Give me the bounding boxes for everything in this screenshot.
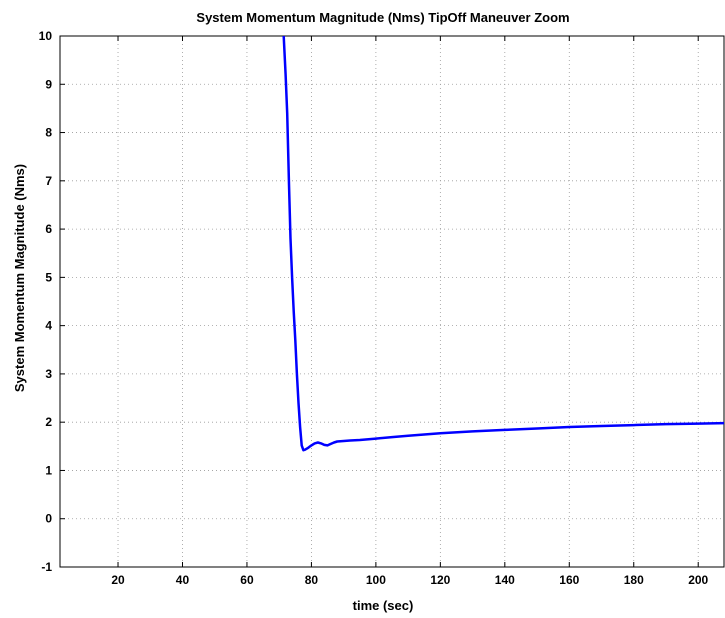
x-tick-label: 100 — [366, 573, 386, 587]
x-tick-label: 60 — [240, 573, 254, 587]
x-tick-label: 40 — [176, 573, 190, 587]
y-tick-label: 4 — [45, 319, 52, 333]
y-tick-label: 0 — [45, 512, 52, 526]
y-tick-label: 5 — [45, 270, 52, 284]
x-tick-label: 120 — [430, 573, 450, 587]
y-tick-label: 7 — [45, 174, 52, 188]
y-tick-label: 6 — [45, 222, 52, 236]
grid — [60, 36, 724, 567]
x-tick-label: 180 — [624, 573, 644, 587]
x-tick-label: 80 — [305, 573, 319, 587]
chart-title: System Momentum Magnitude (Nms) TipOff M… — [196, 10, 569, 25]
x-tick-label: 140 — [495, 573, 515, 587]
x-tick-label: 20 — [111, 573, 125, 587]
y-tick-label: -1 — [41, 560, 52, 574]
x-tick-label: 160 — [559, 573, 579, 587]
y-tick-label: 2 — [45, 415, 52, 429]
ticks: 20 40 60 80 100 120 140 160 180 200 -1 0 1 2 3 4 5 6 7 8 9 10 — [39, 29, 709, 587]
y-tick-label: 9 — [45, 77, 52, 91]
y-tick-label: 10 — [39, 29, 53, 43]
y-tick-label: 8 — [45, 126, 52, 140]
x-axis-title: time (sec) — [353, 598, 414, 613]
y-axis-title: System Momentum Magnitude (Nms) — [12, 164, 27, 392]
x-tick-label: 200 — [688, 573, 708, 587]
y-tick-label: 1 — [45, 463, 52, 477]
series-line — [282, 35, 725, 452]
plot-area — [59, 35, 725, 568]
y-tick-label: 3 — [45, 367, 52, 381]
